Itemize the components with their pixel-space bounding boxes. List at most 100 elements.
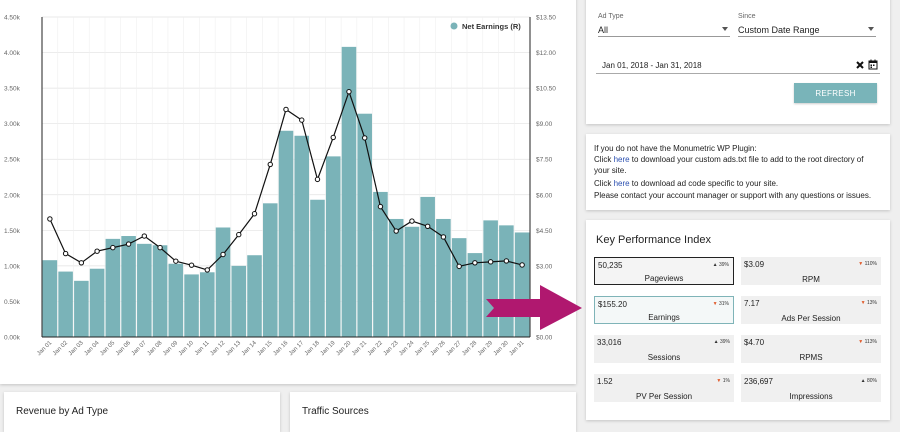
earnings-point[interactable] (283, 106, 289, 113)
ad-type-label: Ad Type (598, 13, 624, 20)
x-tick-label: Jan 02 (52, 340, 69, 357)
earnings-point[interactable] (188, 262, 195, 268)
kpi-sessions[interactable]: 33,016 ▲ 39% Sessions (594, 335, 734, 363)
earnings-point[interactable] (157, 244, 163, 251)
earnings-point[interactable] (330, 134, 336, 141)
x-tick-label: Jan 26 (430, 340, 447, 357)
bar-pageviews[interactable] (58, 271, 73, 337)
earnings-point[interactable] (78, 260, 85, 266)
ad-code-link[interactable]: here (613, 179, 630, 188)
earnings-point[interactable] (267, 161, 273, 168)
earnings-point[interactable] (173, 258, 179, 264)
earnings-point[interactable] (377, 203, 384, 210)
bar-pageviews[interactable] (294, 135, 310, 337)
bar-pageviews[interactable] (74, 280, 89, 337)
since-select[interactable]: Custom Date Range (738, 23, 876, 37)
bar-pageviews[interactable] (168, 263, 184, 337)
earnings-point[interactable] (519, 262, 525, 268)
bar-pageviews[interactable] (200, 272, 215, 337)
bar-pageviews[interactable] (247, 255, 262, 337)
bar-pageviews[interactable] (388, 218, 404, 337)
bar-pageviews[interactable] (89, 268, 105, 337)
kpi-impressions[interactable]: 236,697 ▲ 80% Impressions (741, 374, 881, 402)
earnings-point[interactable] (362, 135, 368, 141)
bar-pageviews[interactable] (420, 196, 435, 337)
kpi-ads-per-session[interactable]: 7.17 ▼ 13% Ads Per Session (741, 296, 881, 324)
y-left-tick-label: 1.50k (4, 228, 21, 235)
x-tick-label: Jan 05 (99, 340, 116, 357)
earnings-point[interactable] (440, 234, 447, 240)
bar-pageviews[interactable] (42, 260, 58, 337)
revenue-by-ad-type-card: Revenue by Ad Type (4, 392, 280, 432)
x-tick-label: Jan 01 (36, 340, 53, 357)
earnings-point[interactable] (314, 176, 321, 183)
kpi-label: Pageviews (644, 274, 684, 283)
earnings-point[interactable] (424, 223, 431, 230)
date-range-input[interactable]: Jan 01, 2018 - Jan 31, 2018 (596, 56, 880, 74)
bar-pageviews[interactable] (152, 245, 168, 337)
bar-pageviews[interactable] (278, 130, 294, 337)
earnings-point[interactable] (125, 241, 132, 247)
bar-pageviews[interactable] (310, 199, 325, 337)
bar-pageviews[interactable] (373, 191, 388, 337)
kpi-value: $3.09 (744, 260, 765, 269)
bar-pageviews[interactable] (121, 236, 136, 337)
earnings-point[interactable] (204, 267, 210, 273)
kpi-change-value: 13% (866, 300, 877, 306)
legend-label[interactable]: Net Earnings (R) (462, 22, 521, 31)
bar-pageviews[interactable] (325, 156, 341, 337)
kpi-rpms[interactable]: $4.70 ▼ 113% RPMS (741, 335, 881, 363)
ad-type-select[interactable]: All (598, 23, 730, 37)
kpi-label: RPMS (799, 353, 823, 362)
bar-pageviews[interactable] (467, 253, 483, 337)
x-tick-label: Jan 04 (84, 340, 101, 357)
y-right-tick-label: $7.50 (536, 157, 553, 164)
kpi-pv-per-session[interactable]: 1.52 ▼ 1% PV Per Session (594, 374, 734, 402)
earnings-point[interactable] (456, 263, 462, 270)
earnings-point[interactable] (472, 260, 478, 266)
earnings-point[interactable] (487, 259, 494, 265)
bar-pageviews[interactable] (404, 226, 420, 337)
x-tick-label: Jan 21 (351, 340, 368, 357)
bar-pageviews[interactable] (357, 113, 372, 337)
ads-txt-link[interactable]: here (613, 155, 630, 164)
kpi-earnings[interactable]: $155.20 ▼ 31% Earnings (594, 296, 734, 324)
earnings-point[interactable] (94, 248, 100, 254)
earnings-point[interactable] (393, 228, 399, 234)
chevron-down-icon (722, 27, 728, 31)
earnings-point[interactable] (47, 216, 53, 222)
info-line-2: Click here to download your custom ads.t… (594, 155, 863, 164)
kpi-change: ▲ 80% (861, 378, 877, 384)
x-tick-label: Jan 12 (209, 340, 226, 357)
bar-pageviews[interactable] (137, 243, 152, 337)
earnings-point[interactable] (299, 117, 305, 123)
y-left-tick-label: 1.00k (4, 263, 21, 270)
earnings-point[interactable] (251, 211, 258, 217)
bar-pageviews[interactable] (184, 274, 199, 337)
kpi-pageviews[interactable]: 50,235 ▲ 39% Pageviews (594, 257, 734, 285)
calendar-icon[interactable] (868, 59, 878, 70)
kpi-rpm[interactable]: $3.09 ▼ 110% RPM (741, 257, 881, 285)
earnings-point[interactable] (236, 231, 242, 238)
kpi-change-value: 39% (718, 262, 729, 268)
earnings-point[interactable] (220, 251, 226, 258)
bar-pageviews[interactable] (341, 46, 357, 337)
earnings-point[interactable] (503, 258, 510, 264)
earnings-chart-card: 0.00k$0.000.50k$1.501.00k$3.001.50k$4.50… (0, 0, 576, 384)
bar-pageviews[interactable] (262, 203, 278, 337)
arrow-up-icon: ▲ (713, 339, 719, 345)
earnings-point[interactable] (62, 250, 69, 257)
bar-pageviews[interactable] (231, 265, 247, 337)
earnings-point[interactable] (141, 233, 148, 239)
bar-pageviews[interactable] (105, 238, 121, 337)
x-tick-label: Jan 07 (131, 340, 148, 357)
bar-pageviews[interactable] (215, 227, 231, 337)
x-tick-label: Jan 09 (162, 340, 179, 357)
earnings-point[interactable] (409, 218, 415, 224)
refresh-button[interactable]: REFRESH (794, 83, 877, 103)
earnings-point[interactable] (346, 88, 352, 95)
clear-icon[interactable] (856, 61, 864, 69)
bar-pageviews[interactable] (436, 218, 451, 337)
bar-pageviews[interactable] (451, 238, 467, 337)
earnings-point[interactable] (110, 244, 116, 251)
